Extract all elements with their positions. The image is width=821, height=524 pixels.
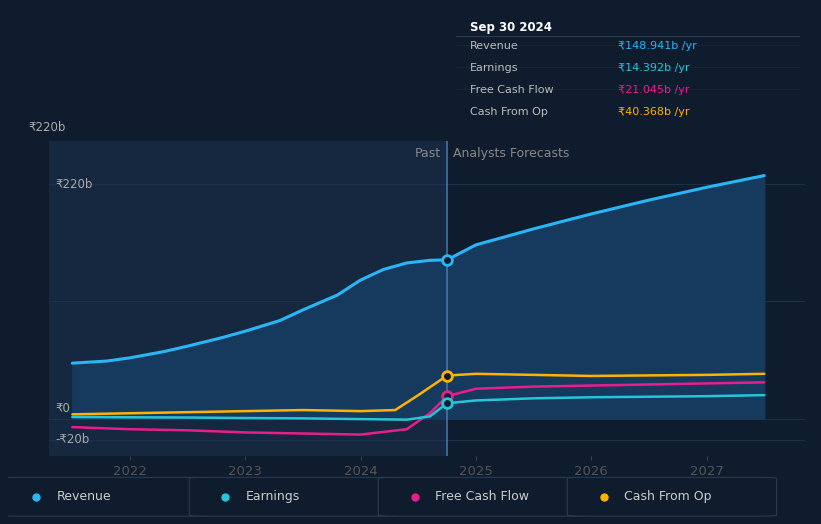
Text: Revenue: Revenue [57,490,111,503]
Text: Sep 30 2024: Sep 30 2024 [470,21,552,34]
Text: -₹20b: -₹20b [55,433,89,446]
Bar [49,141,447,456]
Text: Past: Past [415,147,442,160]
Text: ₹21.045b /yr: ₹21.045b /yr [617,85,689,95]
Text: Free Cash Flow: Free Cash Flow [434,490,529,503]
Text: ₹14.392b /yr: ₹14.392b /yr [617,63,690,73]
Text: Revenue: Revenue [470,41,519,51]
Text: ₹0: ₹0 [55,402,70,416]
Text: Cash From Op: Cash From Op [624,490,711,503]
Text: Free Cash Flow: Free Cash Flow [470,85,553,95]
Text: ₹220b: ₹220b [55,178,93,191]
FancyBboxPatch shape [0,477,209,516]
Text: Earnings: Earnings [470,63,518,73]
Text: Cash From Op: Cash From Op [470,107,548,117]
FancyBboxPatch shape [378,477,588,516]
Text: ₹148.941b /yr: ₹148.941b /yr [617,41,696,51]
Text: Analysts Forecasts: Analysts Forecasts [453,147,569,160]
Text: ₹40.368b /yr: ₹40.368b /yr [617,107,689,117]
Text: ₹220b: ₹220b [29,121,67,134]
FancyBboxPatch shape [567,477,777,516]
Text: Earnings: Earnings [245,490,300,503]
FancyBboxPatch shape [189,477,398,516]
